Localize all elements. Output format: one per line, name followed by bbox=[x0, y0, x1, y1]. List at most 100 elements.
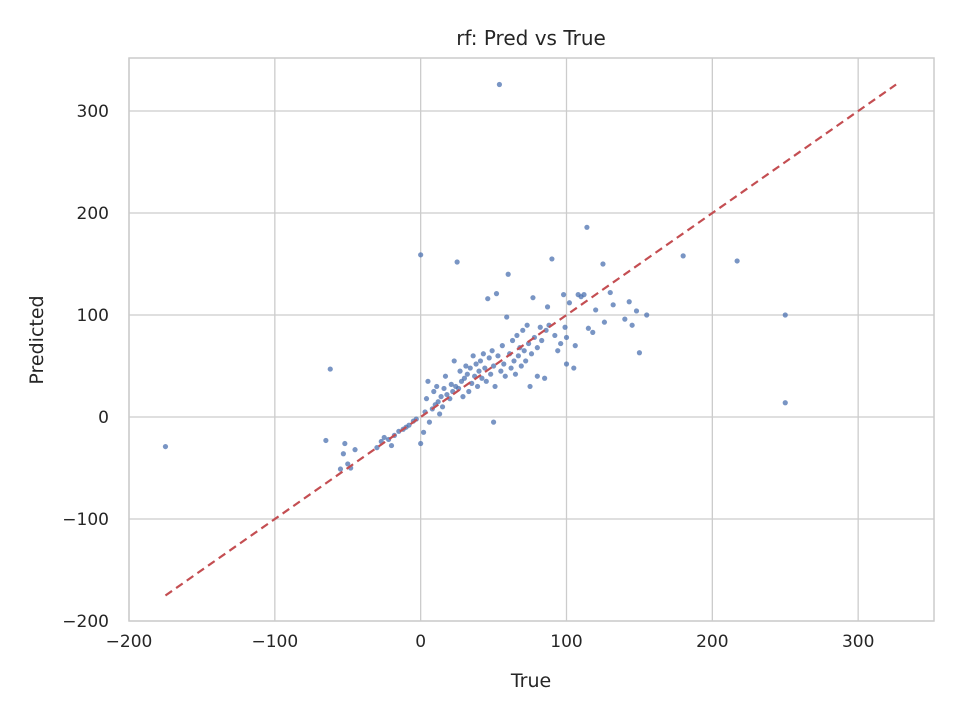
data-point bbox=[162, 443, 169, 450]
y-tick-label: −100 bbox=[62, 510, 109, 530]
data-point bbox=[493, 291, 500, 297]
data-point bbox=[461, 375, 468, 381]
data-point bbox=[524, 322, 530, 328]
data-point bbox=[477, 358, 484, 364]
data-point bbox=[342, 440, 348, 447]
data-point bbox=[543, 327, 549, 333]
data-point bbox=[782, 312, 788, 318]
y-tick-label: 300 bbox=[77, 102, 109, 122]
data-point bbox=[340, 451, 346, 457]
data-point bbox=[437, 411, 443, 417]
data-point bbox=[734, 258, 740, 264]
data-point bbox=[489, 348, 495, 354]
data-point bbox=[492, 383, 498, 390]
data-point bbox=[520, 327, 526, 333]
data-point bbox=[451, 358, 457, 364]
data-point bbox=[610, 302, 616, 308]
data-point bbox=[469, 380, 475, 386]
data-point bbox=[444, 391, 450, 398]
data-point bbox=[505, 271, 511, 277]
data-point bbox=[470, 353, 476, 359]
data-point bbox=[480, 351, 486, 357]
data-point bbox=[600, 261, 606, 267]
reference-line-group bbox=[164, 83, 897, 597]
y-tick-label: 0 bbox=[98, 408, 109, 428]
data-point bbox=[523, 358, 529, 364]
data-point bbox=[498, 368, 504, 374]
data-point bbox=[426, 419, 433, 425]
data-point bbox=[486, 355, 492, 361]
data-point bbox=[323, 437, 329, 444]
data-point bbox=[388, 442, 395, 449]
data-point bbox=[374, 445, 380, 451]
data-point bbox=[581, 292, 587, 298]
data-point bbox=[563, 361, 570, 367]
tick-labels: −200 −100 0 100 200 300 −200 −100 0 100 200 300 bbox=[62, 102, 874, 652]
y-tick-label: −200 bbox=[62, 612, 109, 632]
data-point bbox=[488, 371, 494, 377]
data-point bbox=[528, 351, 535, 357]
data-point bbox=[607, 289, 613, 296]
data-point bbox=[562, 324, 568, 330]
data-point bbox=[467, 365, 473, 371]
data-point bbox=[782, 400, 788, 406]
data-point bbox=[434, 383, 440, 390]
data-point bbox=[644, 312, 650, 318]
data-point bbox=[496, 81, 503, 88]
data-point bbox=[454, 259, 460, 265]
x-tick-label: 0 bbox=[415, 632, 426, 652]
data-point bbox=[473, 361, 479, 367]
data-point bbox=[495, 353, 501, 359]
data-point bbox=[457, 368, 463, 374]
data-point bbox=[544, 304, 551, 310]
data-point bbox=[499, 343, 505, 349]
data-point bbox=[327, 366, 333, 372]
data-point bbox=[563, 334, 570, 341]
data-point bbox=[514, 332, 520, 339]
data-point bbox=[441, 385, 447, 392]
data-point bbox=[560, 292, 567, 298]
data-point bbox=[549, 256, 555, 262]
x-tick-label: −100 bbox=[251, 632, 298, 652]
data-point bbox=[396, 428, 402, 434]
data-point bbox=[571, 365, 577, 371]
y-axis-label: Predicted bbox=[26, 295, 48, 384]
chart-title: rf: Pred vs True bbox=[456, 26, 606, 50]
data-point bbox=[483, 378, 489, 384]
data-point bbox=[521, 348, 527, 354]
data-point bbox=[423, 396, 430, 402]
data-point bbox=[479, 375, 485, 381]
x-tick-label: 200 bbox=[696, 632, 728, 652]
data-point bbox=[590, 329, 596, 335]
reference-line bbox=[164, 83, 897, 597]
data-point bbox=[534, 345, 540, 351]
data-points bbox=[162, 81, 788, 472]
data-point bbox=[633, 308, 640, 314]
data-point bbox=[438, 394, 444, 400]
data-point bbox=[680, 253, 686, 259]
data-point bbox=[418, 252, 424, 258]
data-point bbox=[442, 373, 449, 379]
data-point bbox=[518, 363, 524, 369]
data-point bbox=[455, 385, 462, 392]
data-point bbox=[636, 350, 643, 356]
data-point bbox=[552, 332, 558, 339]
data-point bbox=[448, 381, 454, 387]
data-point bbox=[418, 440, 424, 447]
data-point bbox=[504, 314, 510, 320]
data-point bbox=[572, 343, 578, 349]
data-point bbox=[439, 404, 446, 410]
data-point bbox=[466, 388, 472, 395]
data-point bbox=[558, 340, 564, 347]
data-point bbox=[530, 295, 536, 301]
data-point bbox=[482, 365, 488, 371]
data-point bbox=[431, 388, 437, 395]
data-point bbox=[345, 461, 351, 467]
data-point bbox=[534, 373, 540, 379]
data-point bbox=[337, 466, 344, 472]
x-tick-label: −200 bbox=[106, 632, 153, 652]
x-axis-label: True bbox=[510, 670, 551, 692]
y-tick-label: 100 bbox=[77, 306, 109, 326]
